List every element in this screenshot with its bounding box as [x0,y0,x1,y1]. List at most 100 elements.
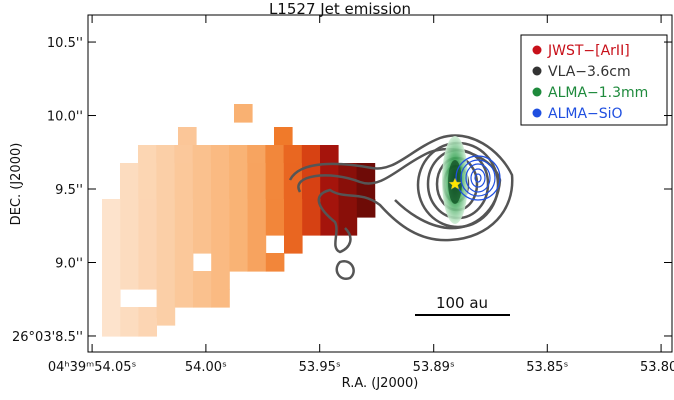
map-pixel [175,163,194,182]
map-pixel [157,271,176,290]
map-pixel [175,217,194,236]
map-pixel [211,217,230,236]
map-pixel [120,181,139,200]
map-pixel [265,145,284,164]
map-pixel [229,199,248,218]
map-pixel [157,289,176,308]
map-pixel [138,217,157,236]
legend-label: ALMA−SiO [548,106,623,122]
map-pixel [193,145,212,164]
map-pixel [120,217,139,236]
map-pixel [229,217,248,236]
map-pixel [284,199,303,218]
y-tick-label: 26°03'8.5'' [12,330,83,345]
map-pixel [138,163,157,182]
y-tick-label: 9.0'' [55,256,83,271]
map-pixel [157,199,176,218]
map-pixel [102,318,121,337]
map-pixel [211,145,230,164]
y-tick-label: 10.5'' [47,36,83,51]
map-pixel [266,253,285,272]
map-pixel [247,181,266,200]
map-pixel [120,235,139,254]
x-tick-label: 53.89ˢ [413,360,455,375]
map-pixel [175,181,194,200]
map-pixel [102,217,121,236]
map-pixel [102,253,121,272]
map-pixel [193,181,212,200]
chart-title: L1527 Jet emission [269,0,411,18]
map-pixel [247,163,266,182]
map-pixel [211,199,230,218]
x-tick-label: 53.85ˢ [526,360,568,375]
map-pixel [120,318,139,337]
map-pixel [138,235,157,254]
legend-marker [533,109,542,118]
map-pixel [193,163,212,182]
map-pixel [175,253,194,272]
map-pixel [138,199,157,218]
map-pixel [120,163,139,182]
map-pixel [157,307,176,326]
map-pixel [211,289,230,308]
map-pixel [211,253,230,272]
legend-marker [533,46,542,55]
map-pixel [156,181,175,200]
map-pixel [284,145,303,164]
map-pixel [120,253,139,272]
legend-label: JWST−[ArII] [547,43,630,59]
legend-label: VLA−3.6cm [548,64,631,80]
map-pixel [266,163,285,182]
map-pixel [193,217,212,236]
legend-marker [533,88,542,97]
map-pixel [302,217,321,236]
map-pixel [102,289,121,308]
x-tick-label: 53.80ˢ [640,360,674,375]
map-pixel [339,199,358,218]
map-pixel [229,181,248,200]
y-axis-label: DEC. (J2000) [9,143,24,226]
map-pixel [248,235,267,254]
x-axis-label: R.A. (J2000) [342,376,419,391]
map-pixel [193,199,212,218]
map-pixel [138,271,157,290]
map-pixel [175,199,194,218]
map-pixel [157,217,176,236]
scale-bar-label: 100 au [436,294,488,312]
chart: L1527 Jet emission R.A. (J2000) DEC. (J2… [0,0,674,396]
map-pixel [175,289,194,308]
map-pixel [193,271,212,290]
map-pixel [174,145,193,164]
map-pixel [247,145,266,164]
map-pixel [211,163,230,182]
map-pixel [274,127,293,146]
map-pixel [138,181,157,200]
map-pixel [138,318,157,337]
map-pixel [120,271,139,290]
map-pixel [138,145,157,164]
map-pixel [193,289,212,308]
map-pixel [102,199,121,218]
map-pixel [211,181,230,200]
map-pixel [178,127,197,146]
map-pixel [175,271,194,290]
map-pixel [248,217,267,236]
map-pixel [229,145,248,164]
map-pixel [120,199,139,218]
map-pixel [156,163,175,182]
map-pixel [211,235,230,254]
map-pixel [229,235,248,254]
map-pixel [157,253,176,272]
x-tick-label: 54.00ˢ [185,360,227,375]
map-pixel [284,217,303,236]
map-pixel [157,235,176,254]
map-pixel [102,271,121,290]
map-pixel [302,145,321,164]
legend-label: ALMA−1.3mm [548,85,648,101]
map-pixel [175,235,194,254]
x-tick-label: 04ʰ39ᵐ54.05ˢ [48,360,137,375]
map-pixel [248,199,267,218]
map-pixel [234,104,253,123]
map-pixel [193,235,212,254]
y-tick-label: 9.5'' [55,183,83,198]
